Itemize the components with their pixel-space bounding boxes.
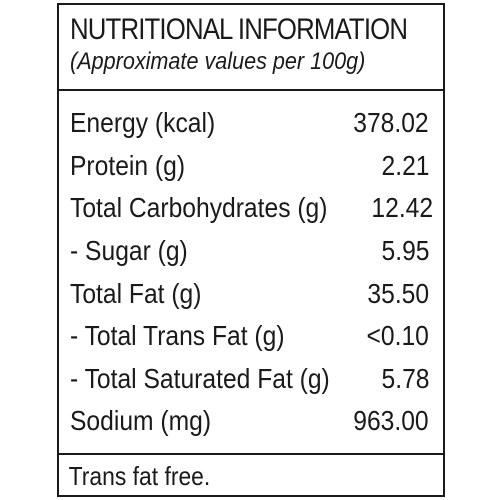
label-footer-note: Trans fat free. [68, 461, 211, 491]
nutrient-row-total-fat: Total Fat (g) 35.50 [59, 272, 443, 315]
nutrition-label: NUTRITIONAL INFORMATION (Approximate val… [57, 3, 445, 497]
nutrient-name: - Total Saturated Fat (g) [70, 362, 330, 394]
nutrient-name: - Total Trans Fat (g) [70, 320, 285, 352]
nutrient-row-carbohydrates: Total Carbohydrates (g) 12.42 [59, 187, 443, 230]
nutrient-value: 35.50 [367, 277, 429, 309]
nutrient-row-protein: Protein (g) 2.21 [59, 145, 443, 188]
nutrient-value: 378.02 [353, 107, 429, 139]
nutrient-row-trans-fat: - Total Trans Fat (g) <0.10 [59, 315, 443, 358]
nutrient-row-saturated-fat: - Total Saturated Fat (g) 5.78 [59, 358, 443, 401]
nutrient-name: Total Fat (g) [70, 277, 202, 309]
nutrient-name: Energy (kcal) [70, 107, 216, 139]
nutrient-name: - Sugar (g) [70, 235, 188, 267]
nutrient-value: 12.42 [370, 192, 433, 224]
nutrient-value: 963.00 [353, 405, 429, 437]
nutrient-value: 5.95 [381, 235, 429, 267]
nutrient-table: Energy (kcal) 378.02 Protein (g) 2.21 To… [59, 91, 443, 455]
nutrient-name: Protein (g) [70, 149, 186, 181]
nutrient-value: <0.10 [366, 320, 429, 352]
nutrient-name: Sodium (mg) [70, 405, 212, 437]
label-header: NUTRITIONAL INFORMATION (Approximate val… [59, 5, 443, 91]
nutrient-value: 5.78 [381, 362, 429, 394]
label-subtitle: (Approximate values per 100g) [70, 48, 366, 75]
nutrient-row-energy: Energy (kcal) 378.02 [59, 102, 443, 145]
nutrient-row-sugar: - Sugar (g) 5.95 [59, 230, 443, 273]
label-title: NUTRITIONAL INFORMATION [70, 13, 408, 46]
nutrient-value: 2.21 [381, 149, 429, 181]
nutrient-row-sodium: Sodium (mg) 963.00 [59, 400, 443, 443]
nutrient-name: Total Carbohydrates (g) [70, 192, 328, 224]
